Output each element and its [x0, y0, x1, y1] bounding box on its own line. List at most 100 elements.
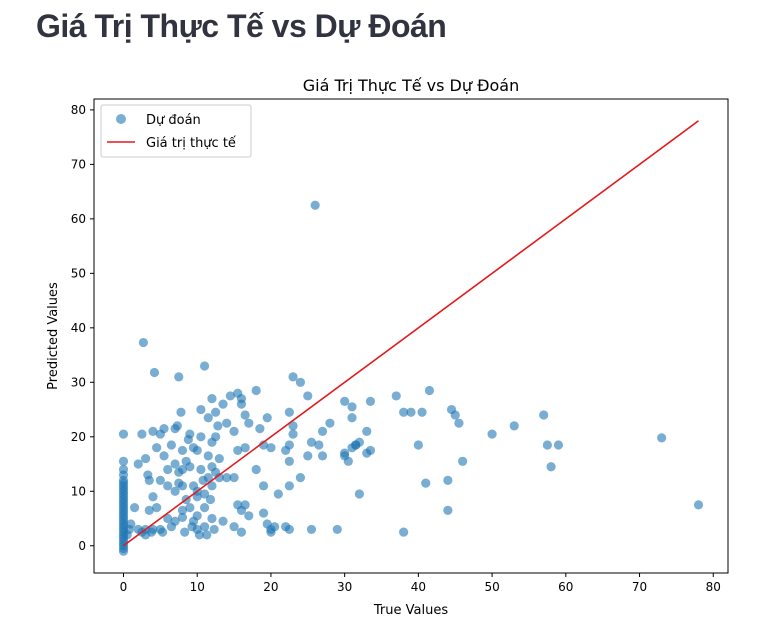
- data-point: [288, 429, 298, 439]
- data-point: [222, 418, 232, 428]
- data-point: [229, 522, 239, 532]
- data-point: [207, 513, 217, 524]
- data-point: [539, 410, 549, 420]
- data-point: [295, 473, 306, 483]
- data-point: [244, 511, 254, 521]
- data-point: [138, 337, 148, 348]
- reference-line: [123, 120, 699, 547]
- data-point: [236, 527, 247, 537]
- data-point: [163, 513, 173, 524]
- legend-label-points: Dự đoán: [146, 113, 201, 128]
- x-tick-label: 10: [190, 580, 205, 594]
- data-point: [343, 456, 353, 466]
- data-point: [454, 418, 464, 428]
- data-point: [148, 426, 158, 436]
- x-axis-label: True Values: [373, 603, 448, 618]
- data-point: [391, 391, 401, 401]
- data-point: [213, 421, 223, 431]
- y-axis-label: Predicted Values: [46, 282, 61, 390]
- x-tick-label: 60: [558, 580, 573, 594]
- data-point: [229, 473, 239, 483]
- data-point: [310, 200, 320, 210]
- data-point: [413, 440, 423, 450]
- chart-title: Giá Trị Thực Tế vs Dự Đoán: [303, 76, 519, 95]
- data-point: [458, 456, 468, 466]
- data-point: [185, 462, 195, 472]
- page-heading: Giá Trị Thực Tế vs Dự Đoán: [36, 8, 447, 44]
- data-point: [199, 489, 210, 499]
- y-tick-label: 80: [71, 103, 86, 117]
- data-point: [202, 530, 212, 540]
- data-point: [141, 453, 151, 464]
- data-point: [148, 492, 158, 502]
- x-tick-label: 70: [632, 580, 647, 594]
- data-point: [174, 372, 184, 382]
- legend-label-line: Giá trị thực tế: [146, 136, 236, 151]
- data-point: [266, 443, 276, 453]
- data-point: [211, 432, 221, 442]
- data-point: [244, 418, 254, 428]
- data-point: [180, 527, 190, 537]
- data-point: [284, 524, 294, 535]
- x-tick-label: 30: [337, 580, 352, 594]
- data-point: [347, 413, 357, 423]
- data-point: [148, 524, 158, 535]
- data-point: [207, 394, 217, 404]
- data-point: [149, 367, 160, 378]
- data-point: [421, 478, 431, 488]
- data-point: [542, 440, 552, 450]
- data-point: [214, 473, 224, 483]
- y-tick-label: 20: [71, 430, 86, 444]
- data-point: [399, 407, 409, 417]
- data-point: [185, 503, 195, 513]
- data-point: [295, 377, 306, 387]
- plot-frame: [93, 98, 729, 574]
- y-tick-label: 0: [78, 539, 86, 553]
- data-point: [693, 500, 704, 510]
- data-point: [317, 426, 328, 436]
- data-point: [251, 385, 261, 396]
- data-point: [163, 481, 173, 491]
- data-point: [205, 494, 216, 505]
- data-point: [196, 464, 206, 475]
- data-point: [354, 437, 364, 447]
- data-point: [236, 399, 247, 409]
- data-point: [152, 443, 162, 453]
- data-point: [354, 489, 364, 499]
- data-point: [225, 391, 235, 401]
- data-point: [144, 475, 154, 485]
- data-point: [284, 456, 294, 466]
- x-tick-label: 20: [263, 580, 278, 594]
- data-point: [166, 440, 177, 450]
- data-point: [258, 440, 269, 450]
- data-point: [126, 519, 136, 529]
- data-point: [163, 464, 173, 475]
- data-point: [129, 503, 140, 513]
- data-point: [192, 445, 202, 456]
- data-point: [303, 451, 313, 461]
- data-point: [185, 429, 195, 439]
- y-axis: 0 10 20 30 40 50 60 70 80: [71, 103, 94, 553]
- data-point: [199, 522, 210, 532]
- data-point: [177, 505, 188, 515]
- data-point: [177, 481, 188, 491]
- data-point: [203, 451, 213, 461]
- data-point: [203, 413, 213, 423]
- data-point: [233, 445, 243, 456]
- data-point: [118, 456, 129, 466]
- legend-marker-points: [116, 114, 126, 124]
- data-point: [284, 440, 294, 450]
- data-point: [273, 489, 283, 499]
- data-point: [177, 445, 188, 456]
- data-point: [203, 473, 213, 483]
- data-point: [365, 445, 376, 456]
- data-point: [365, 396, 376, 406]
- x-tick-label: 80: [706, 580, 721, 594]
- data-point: [170, 516, 180, 526]
- data-point: [157, 527, 168, 537]
- data-point: [133, 459, 143, 469]
- data-point: [240, 443, 250, 453]
- data-point: [209, 524, 219, 535]
- data-point: [176, 407, 186, 417]
